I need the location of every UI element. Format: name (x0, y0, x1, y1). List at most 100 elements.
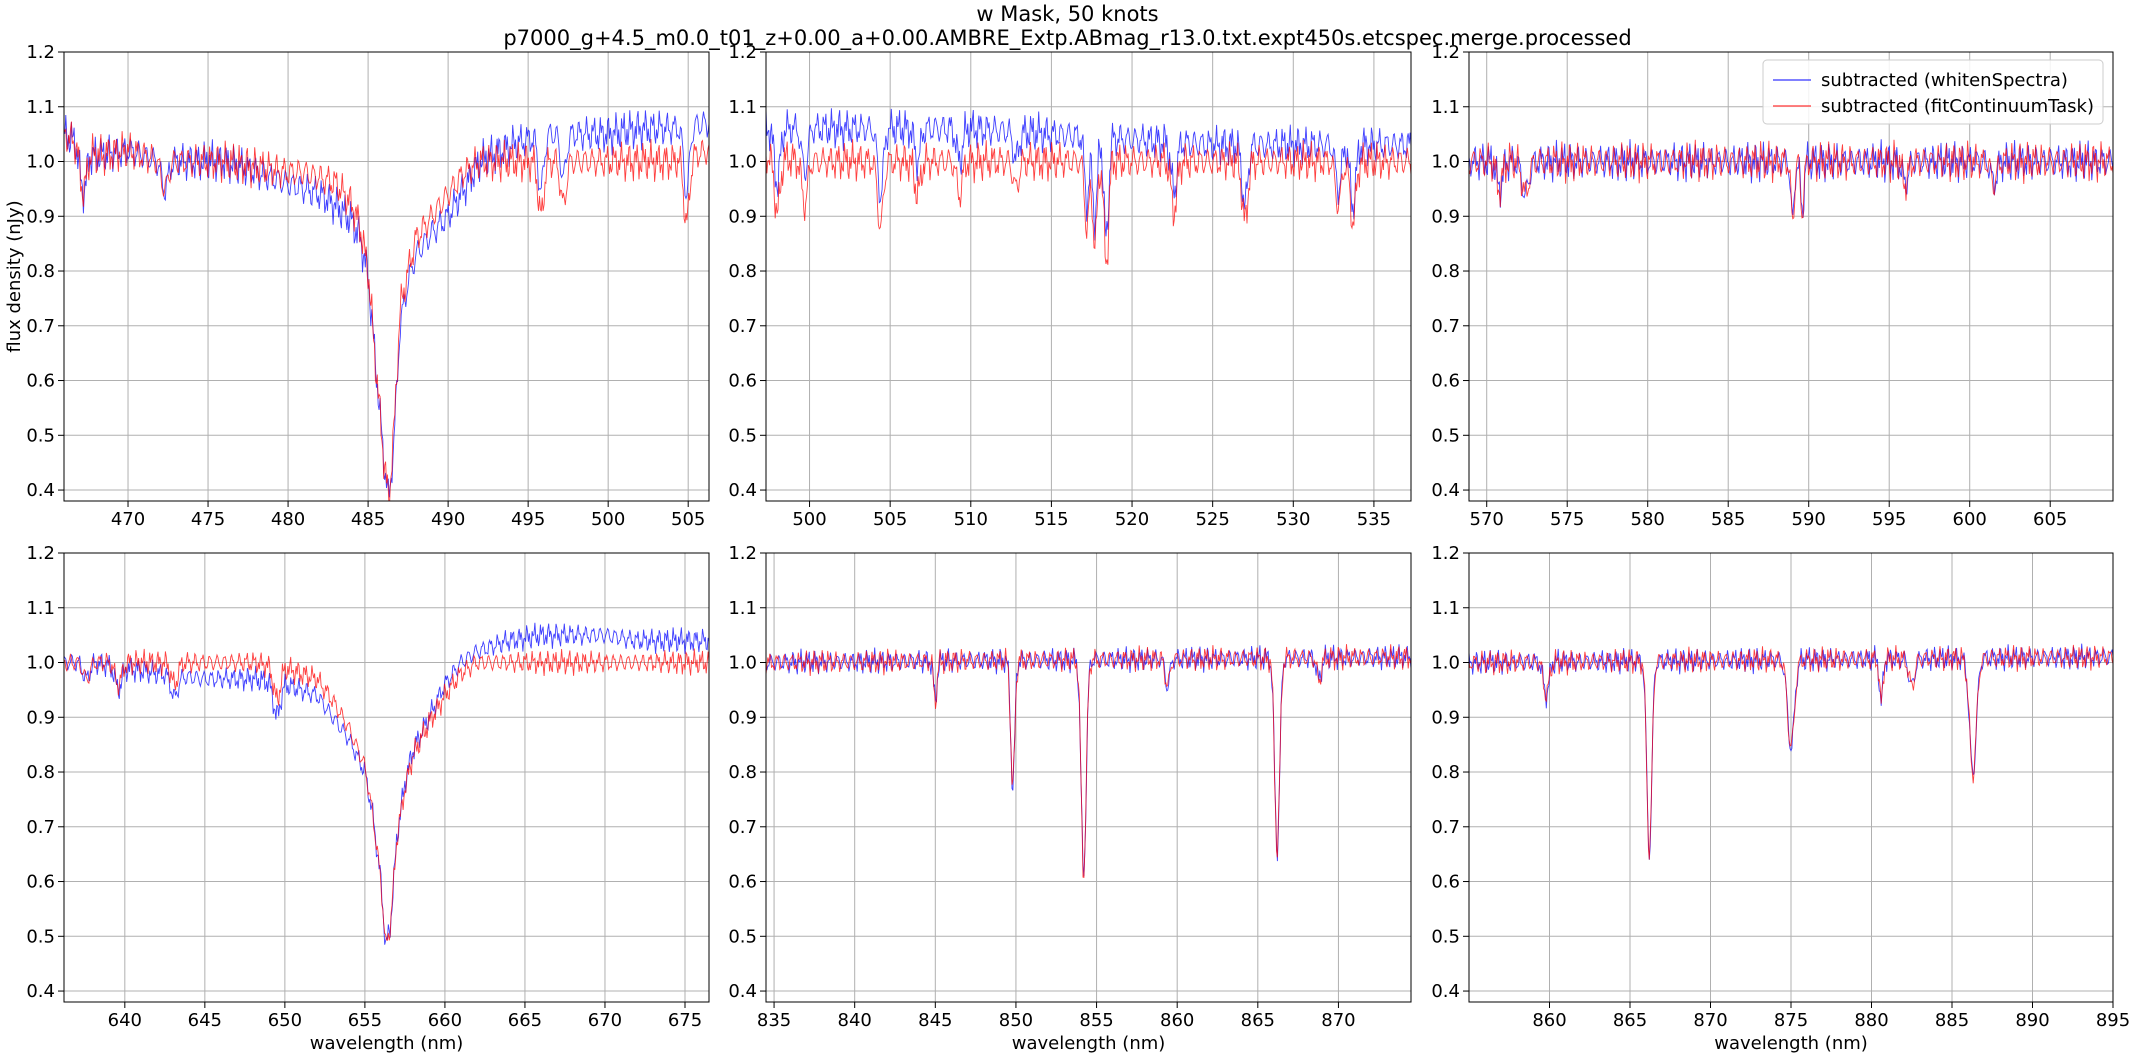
x-tick-label: 895 (2096, 1010, 2130, 1031)
y-tick-label: 1.2 (728, 543, 757, 564)
x-tick-label: 860 (1532, 1010, 1566, 1031)
x-tick-label: 495 (511, 509, 545, 530)
x-tick-label: 890 (2015, 1010, 2049, 1031)
x-tick-label: 655 (348, 1010, 382, 1031)
y-tick-label: 0.9 (26, 206, 55, 227)
x-tick-label: 510 (954, 509, 988, 530)
y-tick-label: 0.5 (1431, 425, 1460, 446)
axes-frame (63, 552, 710, 1003)
series-line-fitcontinuumtask (64, 648, 709, 941)
subplot-6: 860 865 870 875 880 885 890 895 0.4 0.5 0.6 0.7 0.8 0… (1431, 543, 2130, 1054)
x-tick-label: 670 (588, 1010, 622, 1031)
y-tick-label: 0.9 (26, 707, 55, 728)
x-tick-label: 650 (268, 1010, 302, 1031)
x-tick-label: 885 (1935, 1010, 1969, 1031)
x-tick-label: 505 (873, 509, 907, 530)
series-line-fitcontinuumtask (1469, 644, 2113, 860)
y-tick-label: 1.0 (1431, 653, 1460, 674)
series-line-fitcontinuumtask (1469, 139, 2113, 220)
x-tick-label: 850 (999, 1010, 1033, 1031)
y-tick-label: 0.9 (1431, 707, 1460, 728)
subplot-2: 500 505 510 515 520 525 530 535 0.4 0.5 0.6 0.7 0.8 0… (728, 42, 1412, 530)
axes-frame (63, 51, 710, 502)
y-tick-label: 1.1 (1431, 97, 1460, 118)
y-tick-label: 0.5 (728, 425, 757, 446)
x-tick-label: 500 (591, 509, 625, 530)
y-tick-label: 1.1 (1431, 598, 1460, 619)
y-tick-label: 0.6 (26, 371, 55, 392)
x-tick-label: 570 (1470, 509, 1504, 530)
y-tick-label: 0.5 (728, 926, 757, 947)
y-tick-label: 0.9 (728, 707, 757, 728)
x-tick-label: 520 (1115, 509, 1149, 530)
x-tick-label: 470 (111, 509, 145, 530)
x-axis-label: wavelength (nm) (1714, 1033, 1868, 1054)
x-tick-label: 640 (108, 1010, 142, 1031)
x-tick-label: 575 (1550, 509, 1584, 530)
y-tick-label: 0.7 (728, 817, 757, 838)
x-tick-label: 870 (1321, 1010, 1355, 1031)
y-tick-label: 1.0 (26, 653, 55, 674)
y-tick-label: 1.1 (26, 97, 55, 118)
y-tick-label: 1.1 (728, 598, 757, 619)
y-tick-label: 1.0 (728, 653, 757, 674)
x-tick-label: 505 (671, 509, 705, 530)
y-axis-label: flux density (nJy) (4, 200, 25, 352)
series-line-fitcontinuumtask (64, 121, 709, 501)
axes-frame (765, 51, 1412, 502)
x-tick-label: 675 (668, 1010, 702, 1031)
y-tick-label: 0.8 (728, 261, 757, 282)
x-tick-label: 480 (271, 509, 305, 530)
x-tick-label: 490 (431, 509, 465, 530)
y-tick-label: 1.1 (26, 598, 55, 619)
y-tick-label: 0.4 (26, 981, 55, 1002)
x-tick-label: 835 (757, 1010, 791, 1031)
y-tick-label: 1.1 (728, 97, 757, 118)
series-line-whitenspectra (1469, 643, 2113, 860)
y-tick-label: 0.6 (728, 371, 757, 392)
x-tick-label: 870 (1693, 1010, 1727, 1031)
y-tick-label: 0.4 (728, 981, 757, 1002)
x-tick-label: 580 (1631, 509, 1665, 530)
series-line-whitenspectra (766, 108, 1411, 241)
x-tick-label: 585 (1711, 509, 1745, 530)
x-tick-label: 880 (1854, 1010, 1888, 1031)
x-tick-label: 860 (1160, 1010, 1194, 1031)
y-tick-label: 0.8 (1431, 762, 1460, 783)
legend-entry-label: subtracted (fitContinuumTask) (1821, 96, 2094, 117)
x-tick-label: 600 (1953, 509, 1987, 530)
x-tick-label: 605 (2033, 509, 2067, 530)
y-tick-label: 1.0 (26, 152, 55, 173)
y-tick-label: 0.4 (26, 480, 55, 501)
y-tick-label: 1.0 (728, 152, 757, 173)
x-tick-label: 530 (1276, 509, 1310, 530)
x-tick-label: 855 (1079, 1010, 1113, 1031)
y-tick-label: 0.8 (1431, 261, 1460, 282)
x-tick-label: 875 (1774, 1010, 1808, 1031)
series-line-whitenspectra (64, 622, 709, 945)
x-tick-label: 665 (508, 1010, 542, 1031)
subplot-1: 470 475 480 485 490 495 500 505 0.4 0.5 0.6 0.7 0.8 0… (4, 42, 710, 530)
x-tick-label: 475 (191, 509, 225, 530)
x-tick-label: 595 (1872, 509, 1906, 530)
y-tick-label: 0.7 (1431, 817, 1460, 838)
x-tick-label: 840 (838, 1010, 872, 1031)
figure-subtitle: p7000_g+4.5_m0.0_t01_z+0.00_a+0.00.AMBRE… (503, 26, 1632, 50)
y-tick-label: 0.6 (1431, 371, 1460, 392)
y-tick-label: 0.5 (26, 425, 55, 446)
y-tick-label: 0.9 (728, 206, 757, 227)
y-tick-label: 0.6 (26, 872, 55, 893)
y-tick-label: 0.8 (728, 762, 757, 783)
legend-box (1762, 59, 2104, 125)
x-tick-label: 590 (1792, 509, 1826, 530)
x-axis-label: wavelength (nm) (1012, 1033, 1166, 1054)
y-tick-label: 0.8 (26, 762, 55, 783)
y-tick-label: 0.7 (26, 316, 55, 337)
series-line-whitenspectra (766, 644, 1411, 877)
y-tick-label: 0.7 (728, 316, 757, 337)
y-tick-label: 1.2 (1431, 543, 1460, 564)
y-tick-label: 0.6 (1431, 872, 1460, 893)
subplot-4: 640 645 650 655 660 665 670 675 0.4 0.5 0.6 0.7 0.8 0… (26, 543, 710, 1054)
y-tick-label: 0.4 (1431, 981, 1460, 1002)
